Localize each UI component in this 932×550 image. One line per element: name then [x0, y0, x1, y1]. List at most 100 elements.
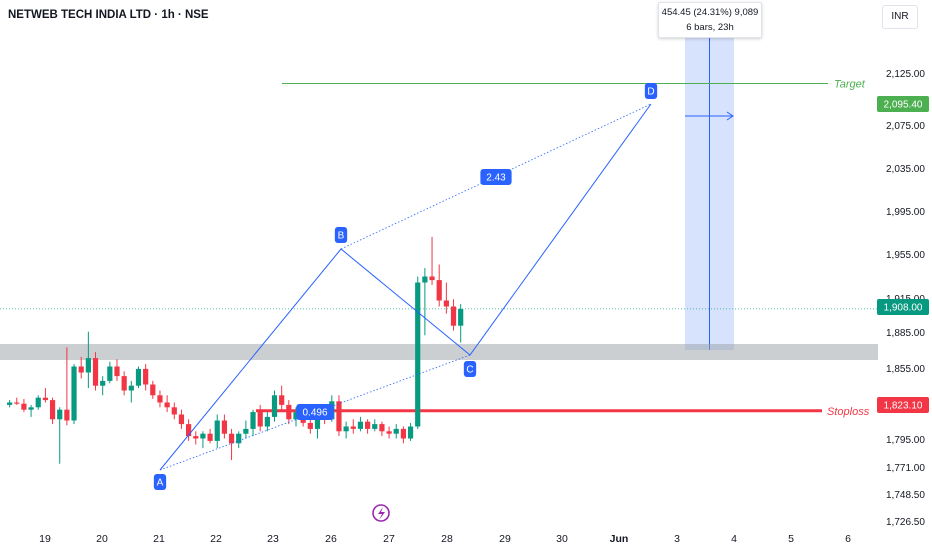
candle-body	[100, 380, 106, 386]
bd-ratio-line	[340, 103, 652, 250]
arrow-head-icon	[726, 111, 734, 121]
candle-body	[143, 368, 149, 385]
point-b-badge	[334, 227, 348, 243]
candle-body	[171, 407, 177, 415]
y-axis-tick-label: 2,125.00	[886, 69, 925, 80]
candle-body	[407, 426, 414, 439]
y-axis-tick-label: 1,726.50	[886, 517, 925, 528]
candle-body	[236, 433, 242, 444]
candle-body	[150, 384, 156, 396]
candle-body	[336, 401, 342, 432]
candle-body	[228, 433, 235, 444]
candle-body	[14, 402, 20, 404]
y-axis-tick-label: 1,795.00	[886, 435, 925, 446]
candle-body	[264, 416, 270, 427]
x-axis-tick-label: Jun	[610, 533, 629, 545]
candle-body	[257, 412, 263, 427]
currency-button[interactable]: INR	[882, 5, 918, 29]
x-axis-tick-label: 30	[556, 533, 568, 545]
candle-body	[21, 403, 27, 410]
candle-body	[214, 420, 220, 441]
candle-body	[422, 276, 428, 283]
y-axis-tick-label: 2,035.00	[886, 164, 925, 175]
candle-body	[7, 402, 13, 405]
target-price-label: 2,095.40	[884, 100, 923, 111]
x-axis-tick-label: 26	[325, 533, 337, 545]
y-axis-tick-label: 1,885.00	[886, 328, 925, 339]
candle-body	[307, 422, 313, 429]
candle-body	[415, 282, 421, 427]
candle-body	[42, 397, 48, 401]
x-axis-tick-label: 23	[267, 533, 279, 545]
current-price-badge	[877, 299, 929, 315]
stoploss-label: Stoploss	[827, 406, 870, 418]
candle-body	[221, 420, 227, 434]
flash-event-icon	[372, 504, 390, 522]
candle-body	[243, 428, 249, 434]
stoploss-price-badge	[877, 397, 929, 413]
support-zone	[0, 344, 878, 360]
y-axis-tick-label: 1,748.50	[886, 490, 925, 501]
x-axis-tick-label: 4	[731, 533, 737, 545]
candle-body	[64, 409, 70, 421]
flash-bolt-icon	[378, 507, 385, 520]
x-axis-tick-label: 20	[96, 533, 108, 545]
point-a-badge	[153, 474, 167, 490]
candle-body	[357, 421, 364, 429]
candle-body	[114, 366, 120, 377]
candle-body	[107, 366, 113, 381]
x-axis-tick-label: 6	[845, 533, 851, 545]
point-c-label: C	[466, 365, 473, 376]
candle-body	[429, 276, 435, 281]
candle-body	[28, 407, 34, 410]
candle-body	[128, 385, 134, 391]
target-label: Target	[834, 79, 866, 91]
candle-body	[279, 395, 285, 405]
ratio-bc-badge	[296, 404, 334, 420]
candle-body	[450, 306, 457, 326]
candle-body	[49, 400, 56, 420]
candle-body	[393, 428, 399, 434]
abcd-pattern-path	[159, 103, 652, 471]
x-axis-tick-label: 29	[499, 533, 511, 545]
ratio-cd-label: 2.43	[486, 173, 506, 184]
candle-body	[178, 414, 185, 425]
x-axis-tick-label: 19	[39, 533, 51, 545]
candle-body	[286, 404, 292, 420]
x-axis-tick-label: 28	[441, 533, 453, 545]
candle-body	[372, 424, 378, 429]
candle-body	[157, 395, 163, 403]
ratio-cd-badge	[480, 169, 512, 185]
candle-body	[186, 424, 192, 437]
stoploss-price-label: 1,823.10	[884, 401, 923, 412]
current-price-label: 1,908.00	[884, 303, 923, 314]
measure-tooltip-duration: 6 bars, 23h	[686, 22, 734, 33]
candle-body	[458, 308, 464, 326]
point-d-label: D	[647, 87, 654, 98]
candle-body	[57, 409, 63, 420]
y-axis-tick-label: 1,855.00	[886, 364, 925, 375]
point-d-badge	[644, 83, 658, 99]
target-price-badge	[877, 96, 929, 112]
point-a-label: A	[157, 478, 164, 489]
chart-title: NETWEB TECH INDIA LTD · 1h · NSE	[8, 9, 209, 21]
candle-body	[365, 421, 371, 429]
point-b-label: B	[338, 231, 345, 242]
y-axis-tick-label: 2,075.00	[886, 121, 925, 132]
candle-body	[400, 428, 406, 439]
ratio-bc-label: 0.496	[302, 408, 327, 419]
x-axis-tick-label: 27	[383, 533, 395, 545]
y-axis-tick-label: 1,955.00	[886, 250, 925, 261]
candle-body	[314, 412, 321, 429]
x-axis-tick-label: 3	[674, 533, 680, 545]
point-c-badge	[463, 361, 477, 377]
measure-tooltip: 454.45 (24.31%) 9,089 6 bars, 23h	[658, 2, 762, 38]
candle-body	[271, 395, 278, 417]
candle-body	[436, 280, 442, 301]
y-axis-tick-label: 1,995.00	[886, 207, 925, 218]
candle-body	[200, 433, 206, 439]
candle-body	[207, 433, 213, 441]
candle-body	[386, 431, 392, 434]
candle-body	[164, 402, 170, 408]
